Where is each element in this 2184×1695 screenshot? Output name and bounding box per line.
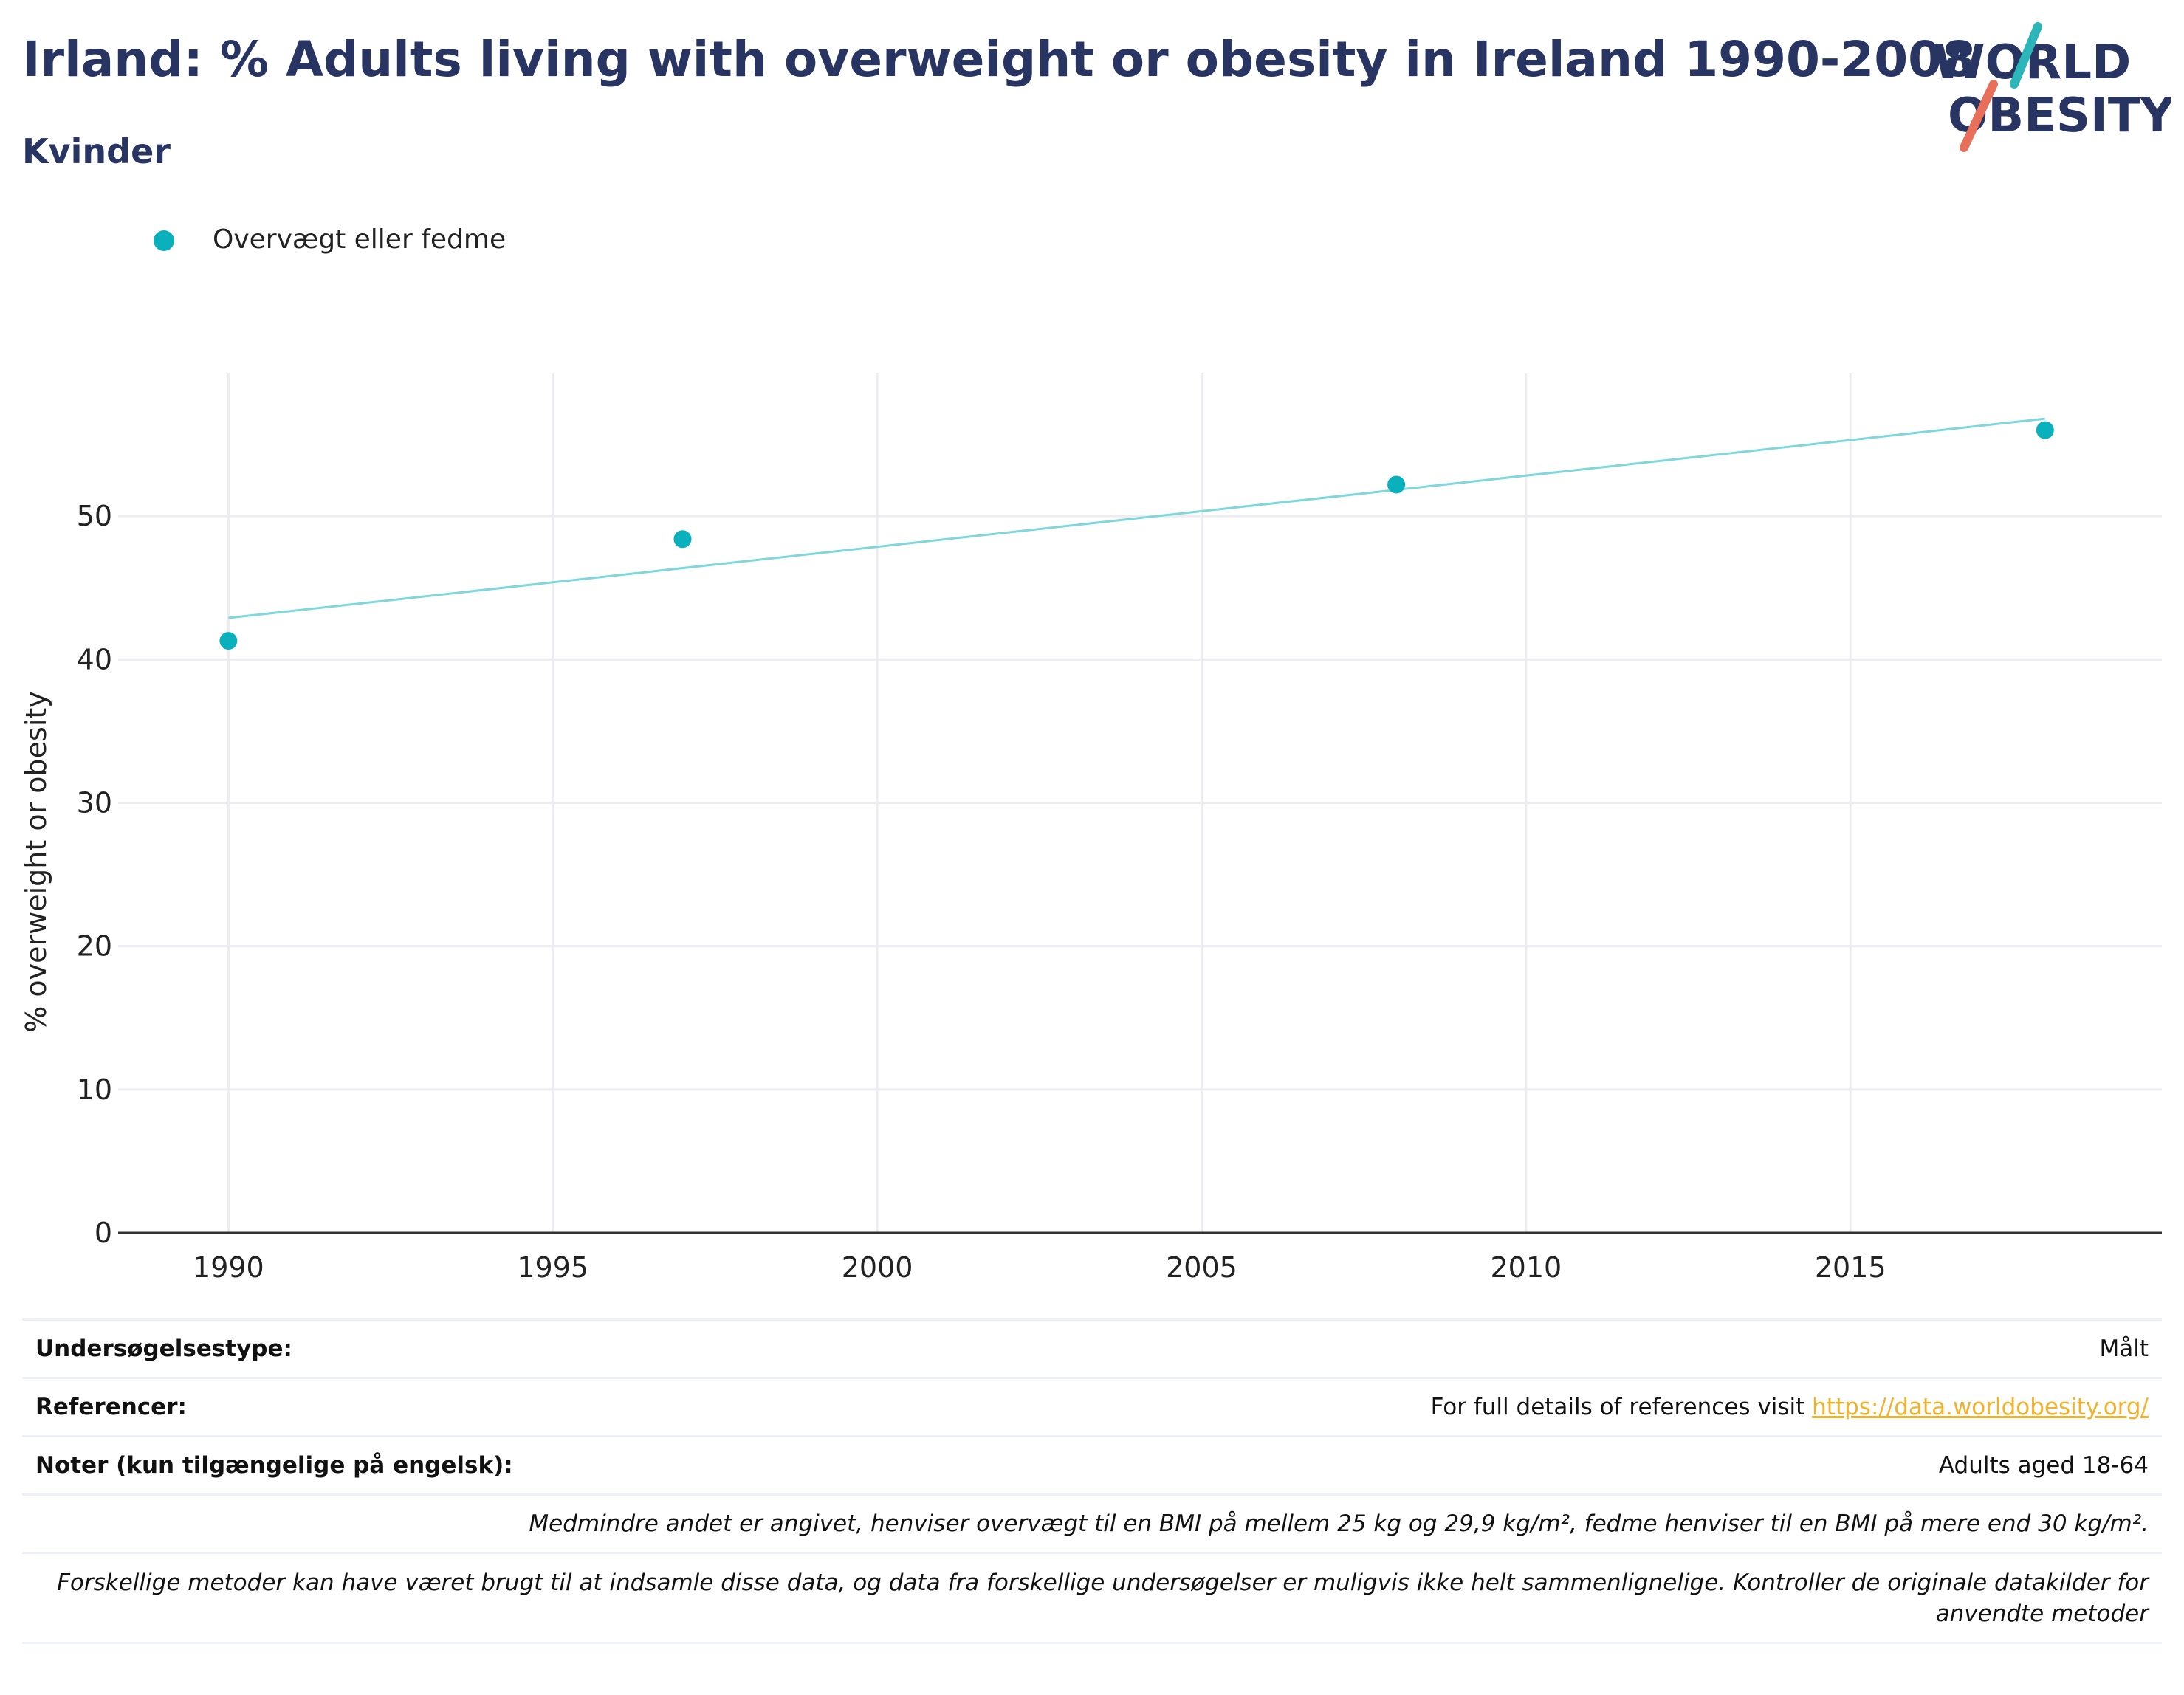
legend-marker [154,230,174,251]
page-title: Irland: % Adults living with overweight … [22,31,1976,88]
trendline [228,417,2045,619]
page-subtitle: Kvinder [22,131,171,171]
info-table: Undersøgelsestype: Målt Referencer: For … [22,1318,2162,1644]
y-axis-label: % overweight or obesity [20,691,52,1033]
data-point [673,530,692,549]
references-link[interactable]: https://data.worldobesity.org/ [1812,1394,2149,1420]
logo-red-slash [1960,80,1998,152]
logo-teal-slash [2010,22,2042,89]
x-tick-label: 2015 [1815,1251,1886,1284]
y-tick-label: 30 [77,787,112,819]
references-value: For full details of references visit htt… [1431,1394,2149,1420]
y-tick-label: 0 [95,1217,112,1249]
methods-note: Forskellige metoder kan have været brugt… [57,1567,2149,1629]
chart: 1990 1995 2000 2005 2010 2015 0 10 20 30 40 50 % ov… [20,373,2162,1284]
x-tick-label: 2010 [1490,1251,1562,1284]
methods-note-line2: anvendte metoder [1935,1600,2149,1627]
x-tick-label: 2005 [1166,1251,1237,1284]
y-tick-label: 50 [77,500,112,532]
bmi-note-row: Medmindre andet er angivet, henviser ove… [22,1493,2162,1552]
x-tick-label: 1990 [193,1251,264,1284]
notes-row: Noter (kun tilgængelige på engelsk): Adu… [22,1435,2162,1493]
tick-labels: 1990 1995 2000 2005 2010 2015 0 10 20 30 40 50 [77,500,1886,1284]
data-point [2036,421,2054,439]
x-tick-label: 1995 [517,1251,588,1284]
gridlines [118,373,2162,1233]
trendline-layer [228,417,2045,619]
y-tick-label: 40 [77,643,112,675]
x-tick-label: 2000 [842,1251,913,1284]
survey-type-value: Målt [2099,1335,2149,1362]
methods-note-line1: Forskellige metoder kan have været brugt… [57,1569,2149,1596]
y-tick-label: 20 [77,930,112,963]
data-points [219,421,2054,650]
world-obesity-logo: WORLD OBESITY [1933,22,2171,152]
survey-type-label: Undersøgelsestype: [35,1335,292,1362]
data-point [1387,475,1406,494]
bmi-note: Medmindre andet er angivet, henviser ove… [529,1510,2149,1537]
references-row: Referencer: For full details of referenc… [22,1377,2162,1435]
legend-label: Overvægt eller fedme [213,224,506,255]
y-tick-label: 10 [77,1073,112,1106]
methods-note-row: Forskellige metoder kan have været brugt… [22,1552,2162,1644]
references-label: Referencer: [35,1394,187,1420]
survey-type-row: Undersøgelsestype: Målt [22,1318,2162,1377]
notes-value: Adults aged 18-64 [1938,1452,2149,1479]
notes-label: Noter (kun tilgængelige på engelsk): [35,1452,513,1479]
references-text: For full details of references visit [1430,1394,1813,1420]
data-point [219,632,238,650]
